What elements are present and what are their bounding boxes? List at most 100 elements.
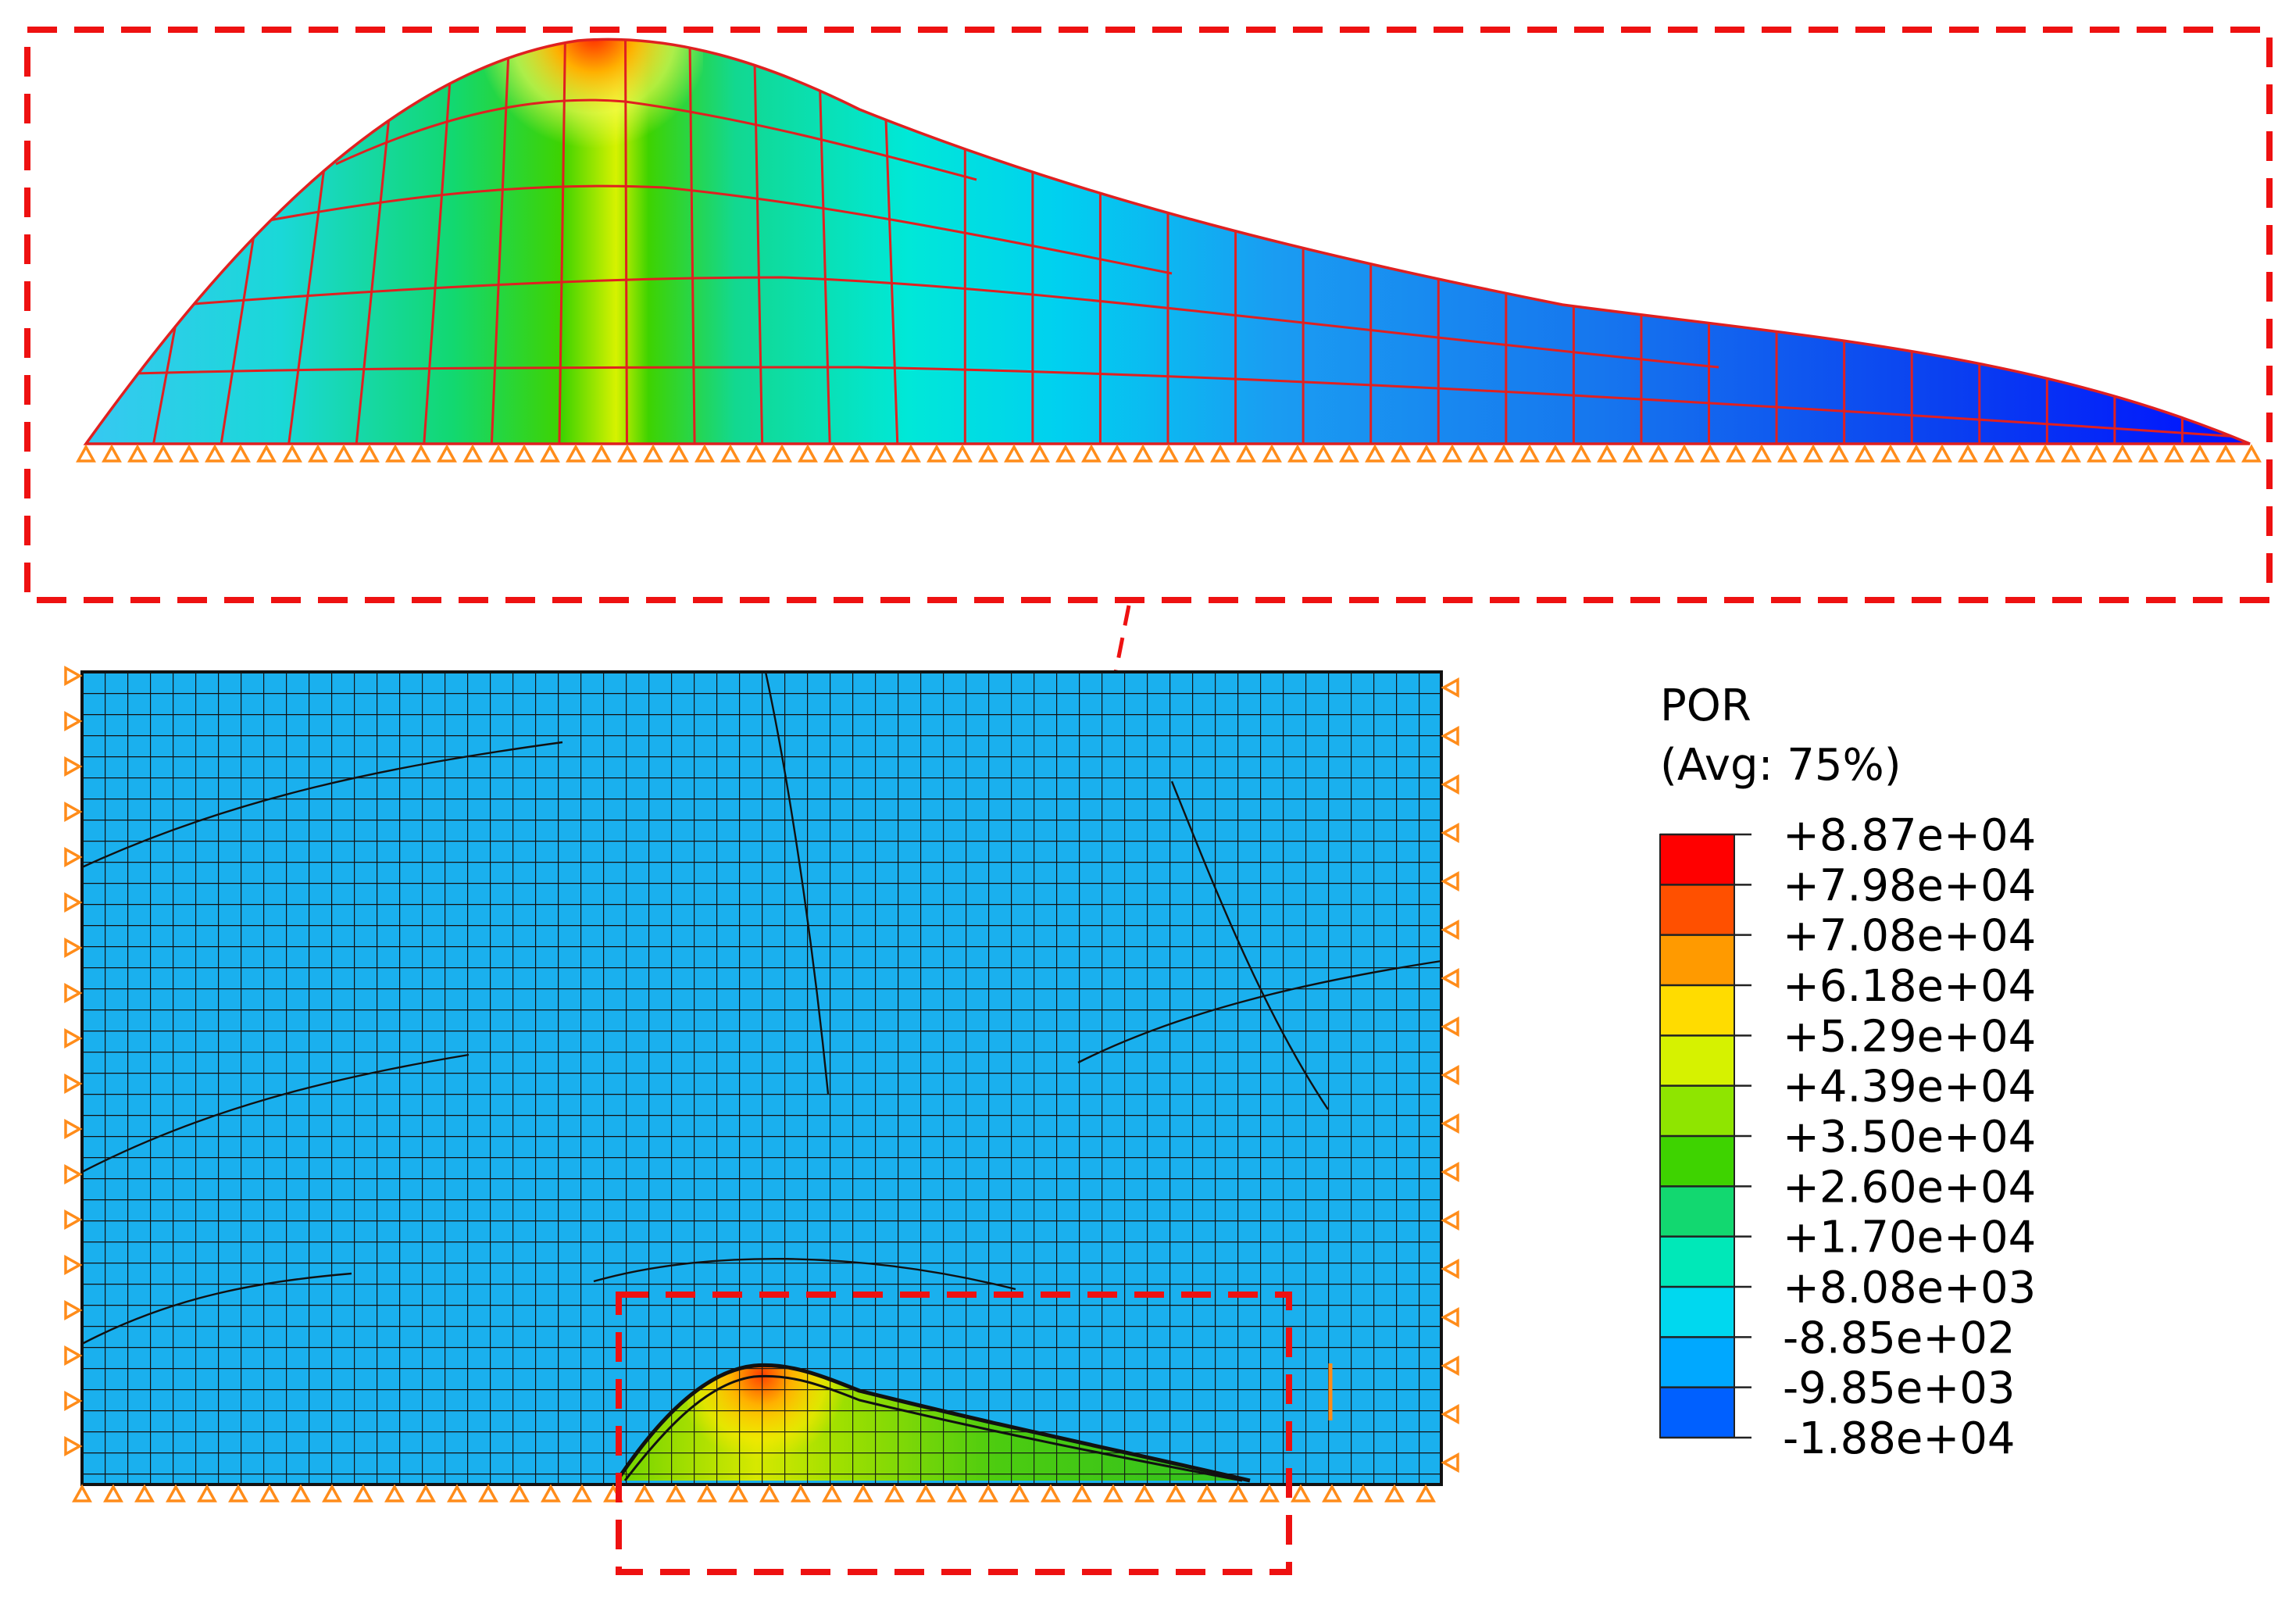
support-triangle — [134, 1484, 155, 1502]
support-triangle — [1984, 444, 2004, 463]
support-triangle — [884, 1484, 905, 1502]
support-triangle — [1313, 444, 1334, 463]
legend-title: POR — [1660, 681, 1751, 731]
domain-mound-outline — [615, 1363, 1251, 1483]
support-triangle — [1726, 444, 1746, 463]
support-triangle — [308, 444, 328, 463]
support-triangle — [64, 1255, 83, 1275]
support-triangle — [153, 444, 173, 463]
support-triangle — [205, 444, 225, 463]
support-triangle — [901, 444, 921, 463]
legend-label: +4.39e+04 — [1783, 1062, 2036, 1113]
support-triangle — [1441, 677, 1459, 698]
support-triangle — [166, 1484, 186, 1502]
support-triangle — [64, 1028, 83, 1049]
support-triangle — [728, 1484, 748, 1502]
support-triangle — [978, 444, 998, 463]
support-triangle — [643, 444, 663, 463]
support-triangle — [103, 1484, 123, 1502]
legend-color-band — [1660, 1236, 1734, 1288]
support-triangle — [540, 444, 560, 463]
support-triangle — [566, 444, 586, 463]
support-triangle — [1322, 1484, 1342, 1502]
zoomed-base-supports — [76, 444, 2262, 463]
support-triangle — [1133, 444, 1153, 463]
support-triangle — [1441, 1016, 1459, 1037]
support-triangle — [1829, 444, 1849, 463]
legend-labels: +8.87e+04+7.98e+04+7.08e+04+6.18e+04+5.2… — [1783, 810, 2036, 1464]
legend-color-band — [1660, 1035, 1734, 1087]
support-triangle — [952, 444, 973, 463]
support-triangle — [322, 1484, 342, 1502]
legend-color-band — [1660, 1387, 1734, 1438]
support-triangle — [1030, 444, 1050, 463]
support-triangle — [1880, 444, 1901, 463]
support-triangle — [927, 444, 947, 463]
support-triangle — [64, 1164, 83, 1184]
support-triangle — [2087, 444, 2107, 463]
support-triangle — [259, 1484, 280, 1502]
legend-subtitle: (Avg: 75%) — [1660, 740, 1901, 791]
support-triangle — [791, 1484, 811, 1502]
support-triangle — [1441, 1065, 1459, 1085]
support-triangle — [697, 1484, 717, 1502]
legend-label: +6.18e+04 — [1783, 961, 2036, 1012]
legend-label: -9.85e+03 — [1783, 1363, 2016, 1414]
support-triangle — [76, 444, 96, 463]
support-triangle — [478, 1484, 498, 1502]
support-triangle — [1262, 444, 1282, 463]
legend-label: +2.60e+04 — [1783, 1162, 2036, 1213]
support-triangle — [1441, 968, 1459, 988]
support-triangle — [666, 1484, 686, 1502]
support-triangle — [64, 938, 83, 958]
support-triangle — [849, 444, 869, 463]
support-triangle — [228, 1484, 248, 1502]
support-triangle — [1441, 920, 1459, 940]
support-triangle — [64, 666, 83, 686]
support-triangle — [64, 1119, 83, 1139]
zoomed-mound-outline — [83, 38, 2251, 445]
legend-label: +5.29e+04 — [1783, 1011, 2036, 1062]
support-triangle — [1441, 1210, 1459, 1231]
support-triangle — [64, 1209, 83, 1230]
support-triangle — [1197, 1484, 1217, 1502]
legend-color-band — [1660, 834, 1734, 886]
support-triangle — [1339, 444, 1359, 463]
support-triangle — [1441, 1452, 1459, 1473]
support-triangle — [1906, 444, 1926, 463]
support-triangle — [291, 1484, 311, 1502]
legend-label: +1.70e+04 — [1783, 1213, 2036, 1263]
legend-color-band — [1660, 1085, 1734, 1137]
support-triangle — [1751, 444, 1772, 463]
support-triangle — [1855, 444, 1875, 463]
support-triangle — [2190, 444, 2210, 463]
support-triangle — [1519, 444, 1540, 463]
support-triangle — [334, 444, 354, 463]
support-triangle — [772, 444, 792, 463]
support-triangle — [72, 1484, 92, 1502]
support-triangle — [64, 1391, 83, 1411]
support-triangle — [823, 444, 844, 463]
support-triangle — [1623, 444, 1643, 463]
support-triangle — [1072, 1484, 1092, 1502]
support-triangle — [102, 444, 122, 463]
legend-label: +8.08e+03 — [1783, 1263, 2036, 1313]
support-triangle — [1700, 444, 1720, 463]
support-triangle — [1004, 444, 1024, 463]
support-triangle — [1441, 774, 1459, 795]
support-triangle — [1134, 1484, 1155, 1502]
support-triangle — [1365, 444, 1385, 463]
support-triangle — [353, 1484, 373, 1502]
support-triangle — [1648, 444, 1669, 463]
support-triangle — [2035, 444, 2055, 463]
support-triangle — [230, 444, 251, 463]
support-triangle — [798, 444, 818, 463]
support-triangle — [416, 1484, 436, 1502]
support-triangle — [1184, 444, 1205, 463]
mound-callout-box — [616, 1292, 1292, 1575]
support-triangle — [2164, 444, 2184, 463]
support-triangle — [2241, 444, 2262, 463]
legend-color-bar — [1659, 833, 1751, 1439]
support-triangle — [669, 444, 689, 463]
support-triangle — [617, 444, 637, 463]
